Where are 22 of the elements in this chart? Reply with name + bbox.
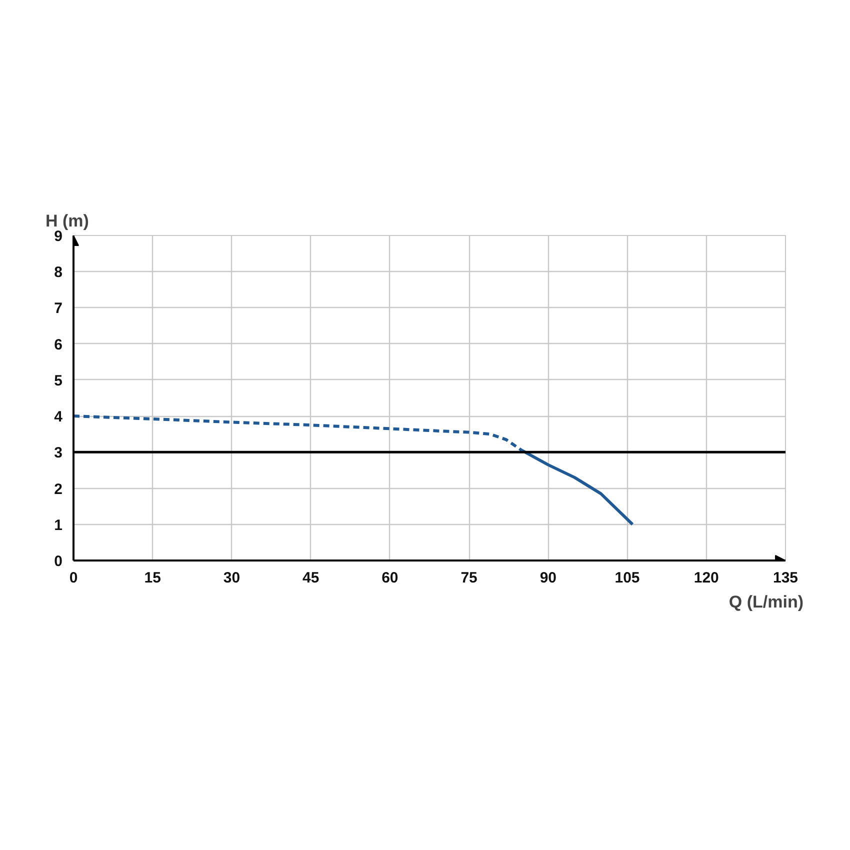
- x-tick-label: 120: [694, 570, 719, 586]
- x-tick-label: 0: [69, 570, 78, 586]
- y-tick-label: 9: [54, 228, 62, 245]
- x-tick-label: 105: [614, 570, 640, 586]
- y-tick-label: 7: [54, 300, 62, 318]
- y-tick-label: 4: [54, 408, 64, 426]
- y-tick-label: 6: [54, 336, 62, 354]
- x-axis-title: Q (L/min): [728, 592, 804, 612]
- x-tick-label: 60: [382, 570, 398, 586]
- x-tick-label: 15: [144, 570, 161, 586]
- y-tick-label: 1: [54, 516, 62, 534]
- x-tick-label: 90: [540, 570, 557, 586]
- y-axis-title: H (m): [46, 212, 89, 230]
- x-tick-label: 30: [223, 570, 240, 586]
- y-tick-label: 5: [54, 372, 62, 390]
- y-tick-label: 3: [54, 444, 62, 462]
- y-tick-label: 0: [54, 553, 62, 570]
- x-tick-label: 135: [772, 570, 798, 586]
- y-tick-label: 2: [54, 480, 62, 498]
- y-tick-label: 8: [54, 264, 62, 282]
- x-tick-label: 45: [302, 570, 320, 586]
- x-tick-label: 75: [460, 570, 478, 586]
